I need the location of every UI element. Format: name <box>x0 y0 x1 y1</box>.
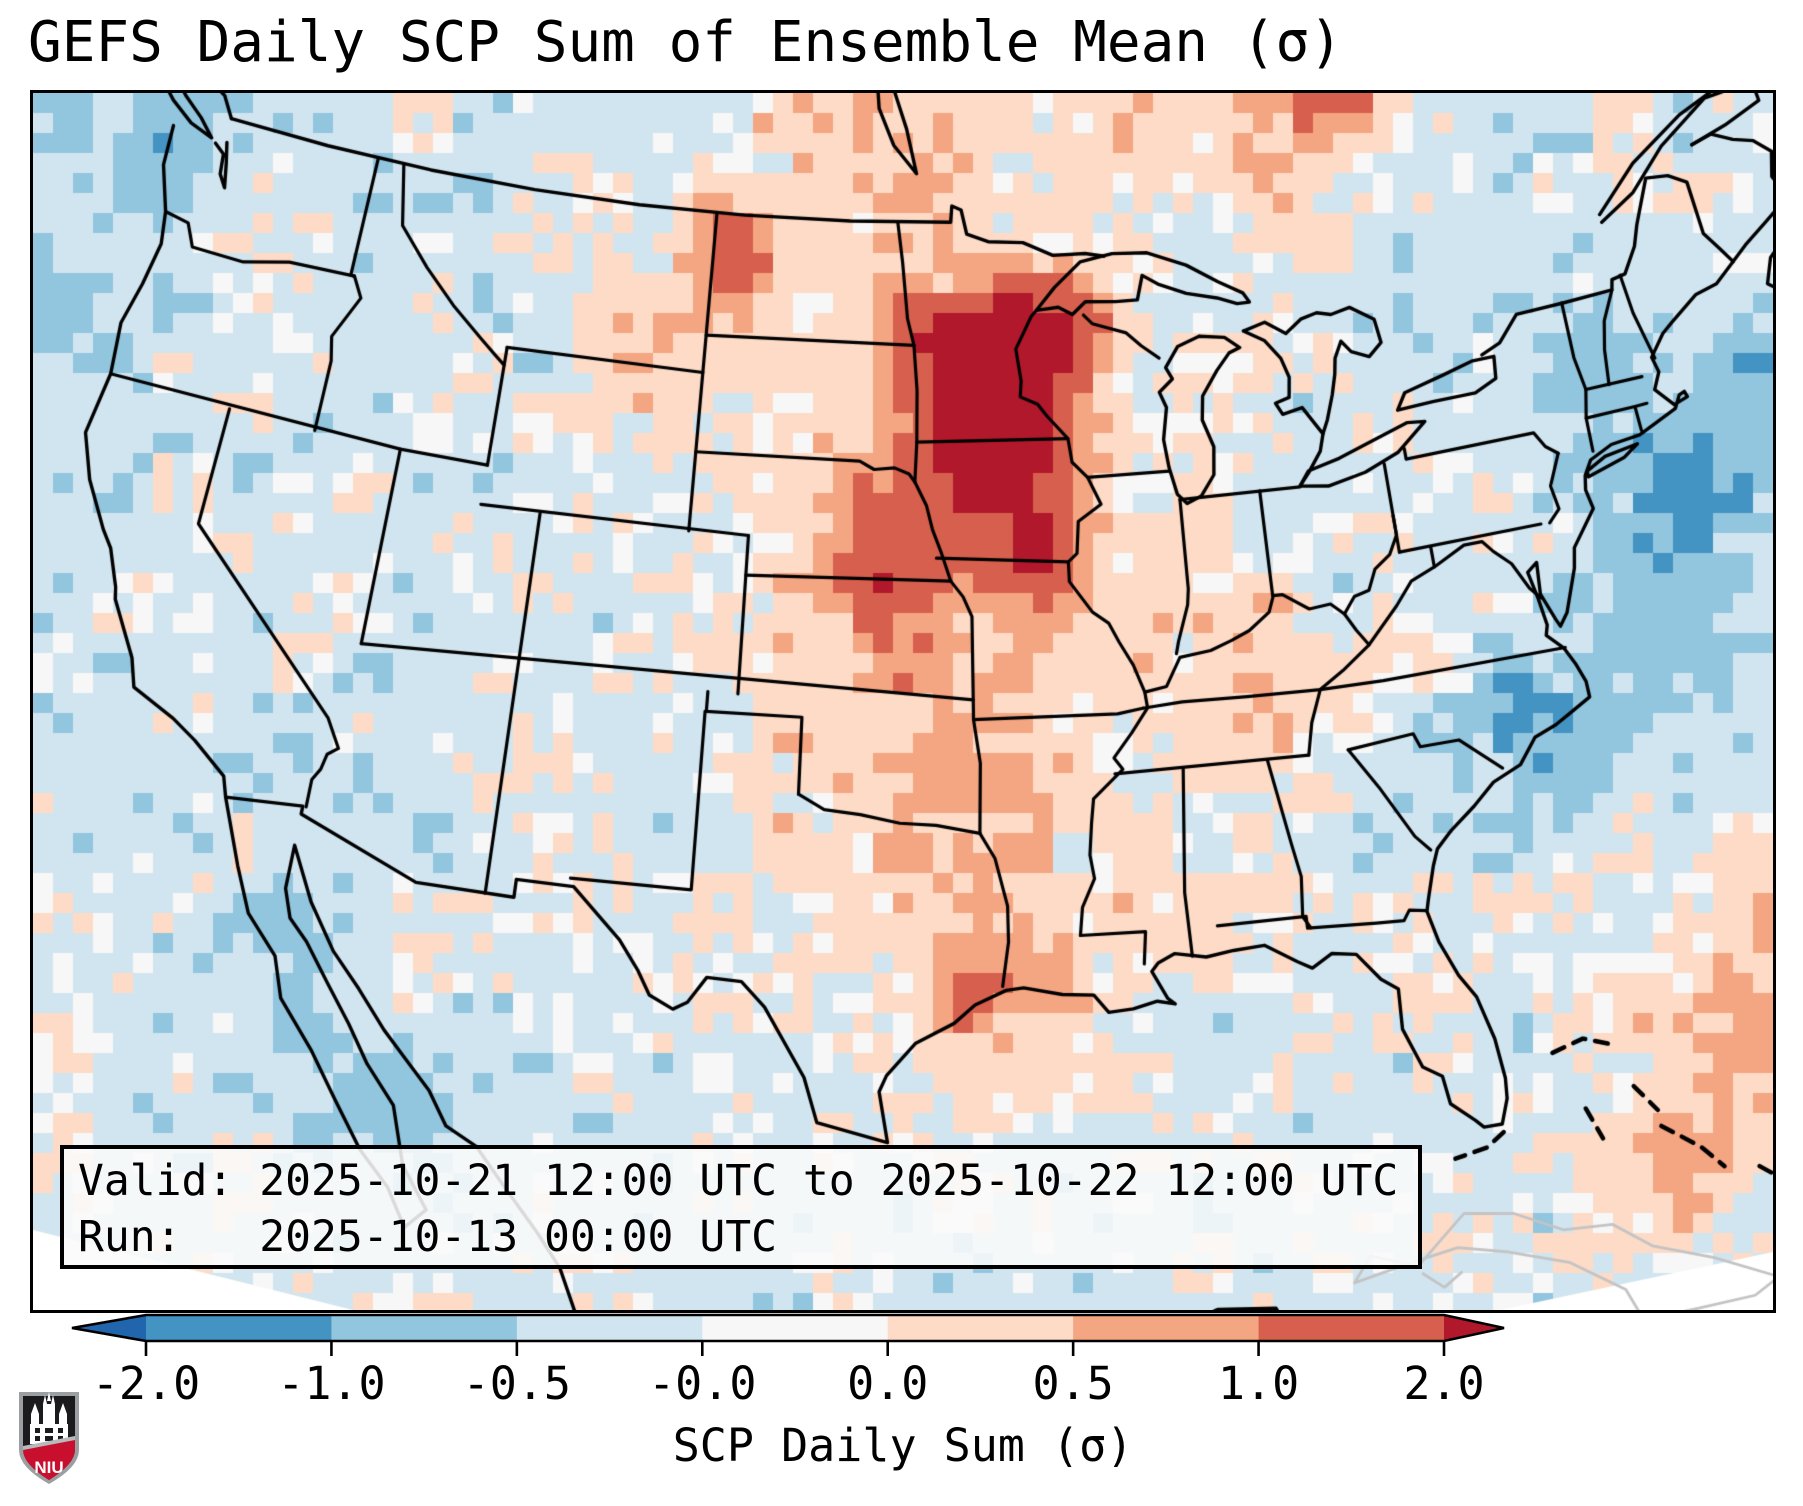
colorbar-segment <box>1258 1315 1445 1341</box>
colorbar-tick-label: -0.0 <box>648 1357 757 1410</box>
page-title: GEFS Daily SCP Sum of Ensemble Mean (σ) <box>28 10 1343 75</box>
colorbar-arrow-right <box>1444 1315 1504 1341</box>
colorbar-segment <box>1073 1315 1260 1341</box>
colorbar-segment <box>887 1315 1074 1341</box>
colorbar-segment <box>516 1315 703 1341</box>
colorbar-tick-label: 2.0 <box>1403 1357 1485 1410</box>
map-region <box>30 90 1776 1313</box>
colorbar-tick-label: 0.0 <box>847 1357 929 1410</box>
shield-bottom <box>23 1440 75 1480</box>
niu-logo: NIU <box>19 1392 79 1484</box>
castle-tower-icon <box>30 1392 68 1444</box>
niu-logo-text: NIU <box>34 1458 63 1477</box>
colorbar-tick-label: -1.0 <box>277 1357 386 1410</box>
valid-line: Valid: 2025-10-21 12:00 UTC to 2025-10-2… <box>78 1156 1399 1206</box>
colorbar-tick-label: 1.0 <box>1217 1357 1300 1410</box>
colorbar-tick-label: 0.5 <box>1032 1357 1114 1410</box>
colorbar-tick-label: -0.5 <box>462 1357 572 1410</box>
run-line: Run: 2025-10-13 00:00 UTC <box>78 1212 777 1262</box>
colorbar-arrow-left <box>72 1315 146 1341</box>
colorbar-tick-label: -2.0 <box>91 1357 201 1410</box>
colorbar-segment <box>331 1315 518 1341</box>
map-canvas <box>33 93 1773 1310</box>
colorbar-segment <box>146 1315 333 1341</box>
colorbar-svg <box>71 1313 1505 1356</box>
colorbar-segment <box>702 1315 889 1341</box>
colorbar <box>0 1310 1803 1400</box>
validity-info-box: Valid: 2025-10-21 12:00 UTC to 2025-10-2… <box>60 1145 1422 1269</box>
colorbar-label: SCP Daily Sum (σ) <box>672 1419 1134 1472</box>
